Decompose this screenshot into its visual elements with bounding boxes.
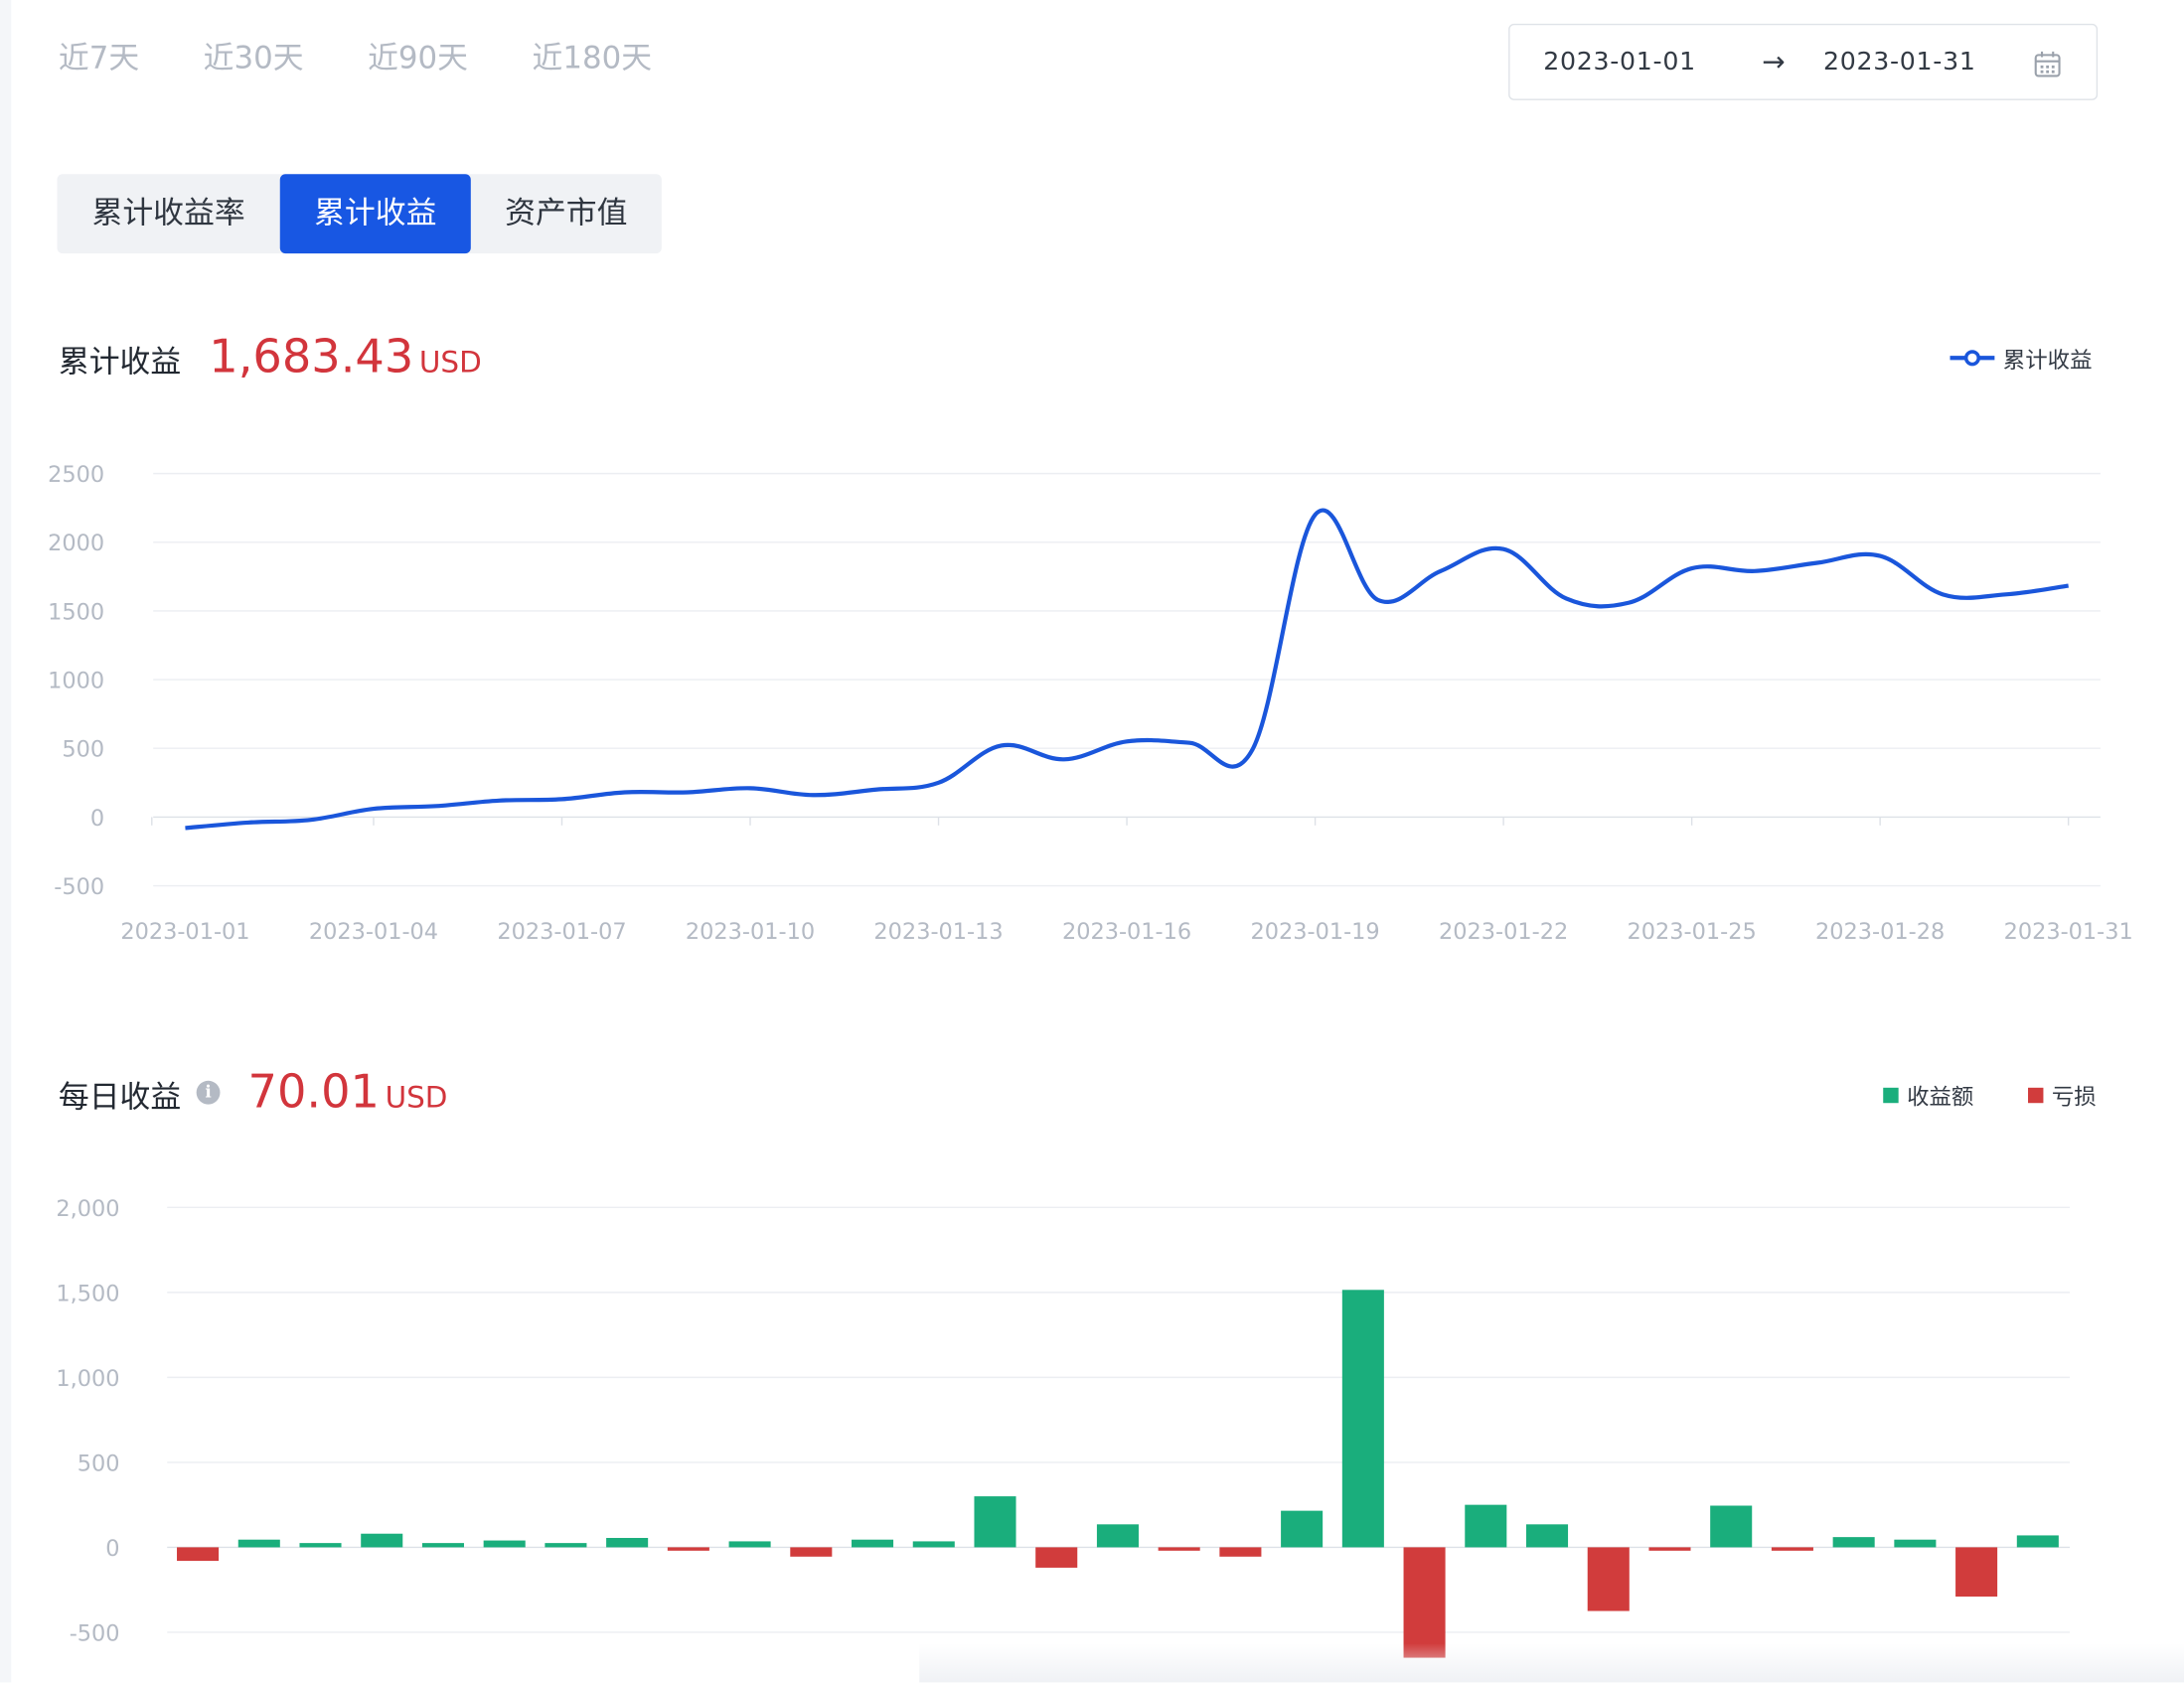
period-selector: 近7天 近30天 近90天 近180天 <box>59 34 716 78</box>
y-tick-label: 1,000 <box>56 1366 119 1392</box>
daily-value: 70.01 USD <box>248 1064 448 1119</box>
loss-bar <box>1771 1547 1813 1551</box>
x-tick-label: 2023-01-19 <box>1250 919 1379 945</box>
loss-bar <box>790 1547 833 1557</box>
daily-unit: USD <box>385 1080 448 1115</box>
start-date-input[interactable]: 2023-01-01 <box>1543 47 1696 77</box>
y-tick-label: -500 <box>70 1620 120 1646</box>
legend-loss-label: 亏损 <box>2051 1083 2097 1111</box>
loss-bar <box>1158 1547 1200 1551</box>
loss-bar <box>1648 1547 1691 1551</box>
gain-bar <box>483 1540 526 1548</box>
y-tick-label: 0 <box>90 806 104 832</box>
x-tick-label: 2023-01-10 <box>686 919 815 945</box>
gain-bar <box>606 1537 649 1548</box>
cumulative-series-line <box>185 508 2069 831</box>
cumulative-unit: USD <box>418 345 482 380</box>
loss-bar <box>177 1547 220 1562</box>
y-tick-label: 500 <box>78 1451 120 1476</box>
daily-bar-chart: -500 0 500 1,000 1,500 2,000 <box>56 1196 2071 1658</box>
period-30d[interactable]: 近30天 <box>203 42 304 77</box>
end-date-input[interactable]: 2023-01-31 <box>1822 47 1976 77</box>
loss-bar <box>667 1547 709 1551</box>
gain-bar <box>1832 1537 1875 1548</box>
y-tick-label: 1000 <box>48 668 104 693</box>
x-tick-label: 2023-01-25 <box>1628 919 1757 945</box>
tab-asset-value[interactable]: 资产市值 <box>505 196 628 231</box>
gain-bar <box>1894 1539 1937 1548</box>
tab-cumulative-return[interactable]: 累计收益 <box>279 174 471 254</box>
gain-bar <box>361 1533 403 1548</box>
y-tick-label: 0 <box>105 1536 119 1562</box>
gain-bar <box>912 1541 955 1548</box>
loss-bar <box>1219 1547 1262 1557</box>
loss-bar <box>1403 1547 1446 1658</box>
loss-bar <box>1587 1547 1630 1611</box>
scroll-shadow <box>919 1643 2184 1683</box>
gain-square-icon <box>1883 1087 1899 1103</box>
gain-bar <box>974 1496 1016 1548</box>
tab-cumulative-return-rate[interactable]: 累计收益率 <box>91 196 245 231</box>
gain-bar <box>1525 1524 1569 1548</box>
gain-bar <box>1281 1510 1324 1548</box>
y-tick-label: -500 <box>54 874 104 900</box>
cumulative-amount: 1,683.43 <box>209 328 414 383</box>
gain-bar <box>1710 1505 1753 1548</box>
x-tick-label: 2023-01-31 <box>2004 919 2133 945</box>
left-border <box>0 0 12 1683</box>
y-tick-label: 2500 <box>48 462 104 488</box>
x-tick-label: 2023-01-04 <box>309 919 438 945</box>
daily-title: 每日收益 <box>58 1080 182 1116</box>
gain-bar <box>728 1541 771 1548</box>
y-tick-label: 1500 <box>48 599 104 625</box>
cumulative-value: 1,683.43 USD <box>209 329 482 383</box>
gain-bar <box>545 1543 587 1548</box>
loss-bar <box>1035 1547 1078 1568</box>
period-180d[interactable]: 近180天 <box>532 42 653 77</box>
legend-gain[interactable]: 收益额 <box>1883 1078 1973 1112</box>
date-range-picker[interactable]: 2023-01-01 → 2023-01-31 <box>1508 23 2099 100</box>
gain-bar <box>852 1539 894 1548</box>
info-icon[interactable]: i <box>196 1080 221 1105</box>
gain-bar <box>1096 1524 1139 1548</box>
cumulative-legend-label: 累计收益 <box>2002 347 2093 374</box>
period-7d[interactable]: 近7天 <box>58 42 140 77</box>
period-90d[interactable]: 近90天 <box>368 42 469 77</box>
x-tick-label: 2023-01-01 <box>120 919 249 945</box>
y-tick-label: 2000 <box>48 531 104 556</box>
x-tick-label: 2023-01-13 <box>873 919 1003 945</box>
y-tick-label: 1,500 <box>56 1281 119 1306</box>
legend-loss[interactable]: 亏损 <box>2028 1078 2097 1112</box>
gain-bar <box>1341 1290 1384 1548</box>
x-tick-label: 2023-01-16 <box>1062 919 1191 945</box>
gain-bar <box>1465 1504 1507 1548</box>
cumulative-title: 累计收益 <box>58 345 182 381</box>
gain-bar <box>299 1543 342 1548</box>
y-tick-label: 500 <box>62 737 104 763</box>
x-tick-label: 2023-01-22 <box>1439 919 1568 945</box>
loss-bar <box>1955 1547 1998 1597</box>
loss-square-icon <box>2028 1087 2044 1103</box>
legend-gain-label: 收益额 <box>1907 1083 1974 1111</box>
metric-tabs: 累计收益率 累计收益 资产市值 <box>57 174 662 254</box>
y-tick-label: 2,000 <box>56 1196 119 1222</box>
gain-bar <box>2016 1535 2059 1548</box>
cumulative-legend[interactable]: 累计收益 <box>1948 341 2093 375</box>
arrow-right-icon: → <box>1762 44 1786 78</box>
x-tick-label: 2023-01-07 <box>497 919 626 945</box>
daily-amount: 70.01 <box>247 1063 380 1119</box>
x-tick-label: 2023-01-28 <box>1815 919 1945 945</box>
calendar-icon[interactable] <box>2034 50 2062 83</box>
legend-line-icon <box>1950 350 1995 367</box>
cumulative-line-chart: -500 0 500 1000 1500 2000 2500 2023-01-01 2023-0… <box>48 462 2133 945</box>
gain-bar <box>421 1543 464 1548</box>
gain-bar <box>237 1539 280 1548</box>
